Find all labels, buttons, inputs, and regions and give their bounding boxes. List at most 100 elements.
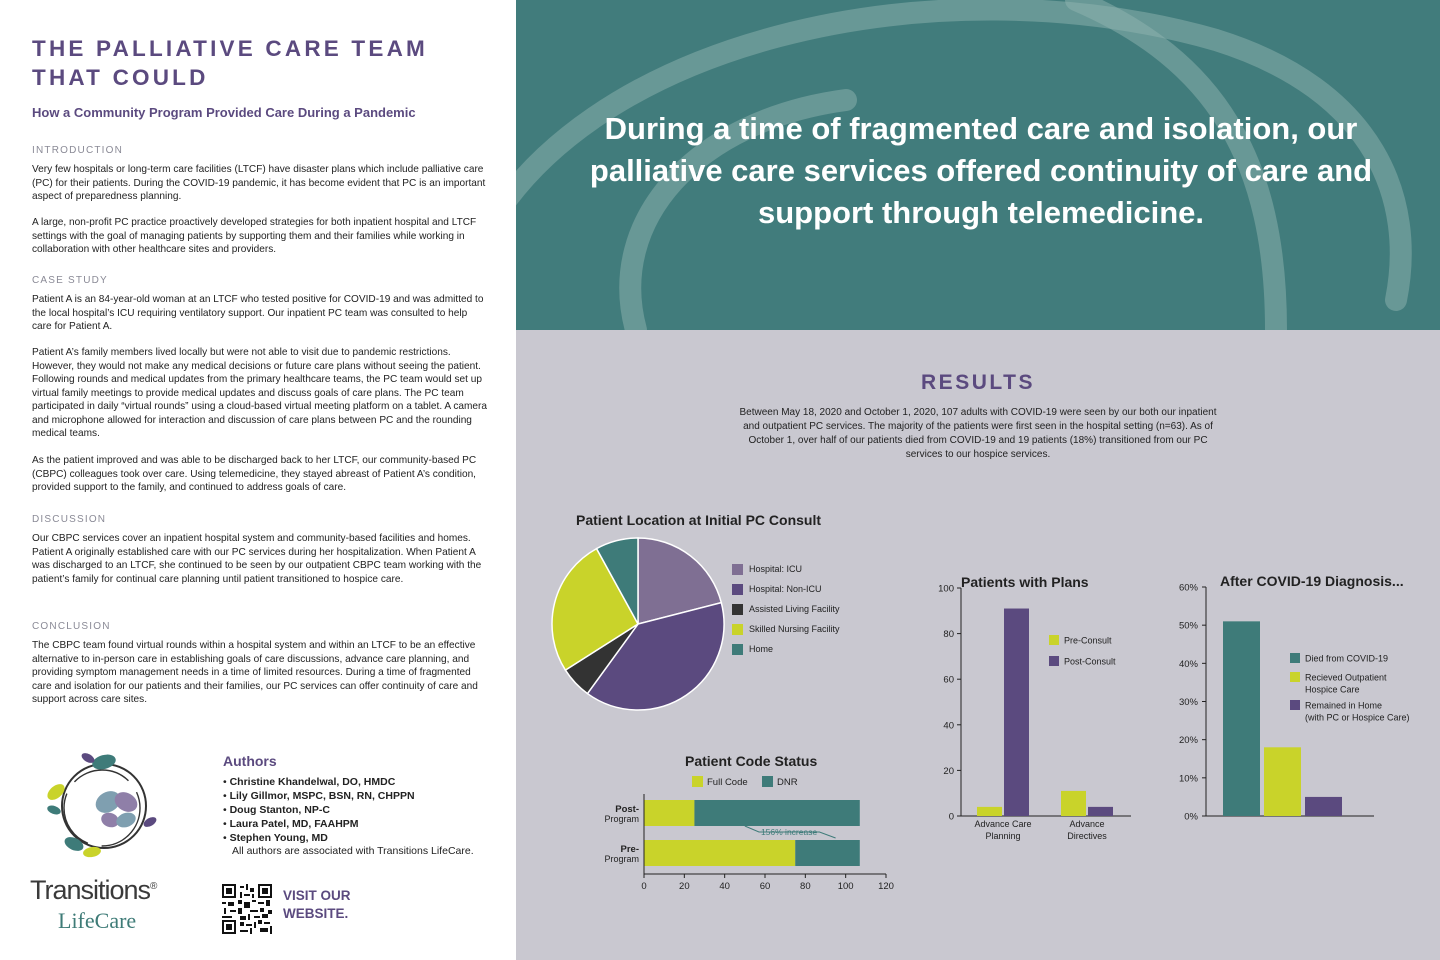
case-paragraph-3: As the patient improved and was able to …: [32, 455, 477, 493]
code-status-chart: Full Code DNRPost-ProgramPre-Program156% …: [604, 776, 894, 892]
legend-swatch: [1290, 672, 1300, 682]
legend-label: Hospice Care: [1305, 685, 1360, 695]
discussion-heading: DISCUSSION: [32, 514, 107, 525]
bar-segment: [644, 840, 796, 866]
legend-swatch: [732, 584, 743, 595]
pie-chart-legend: Hospital: ICU Hospital: Non-ICU Assisted…: [732, 564, 840, 664]
swirl-decoration: [516, 0, 1412, 330]
legend-label: Post-Consult: [1064, 657, 1116, 667]
legend-swatch: [692, 776, 703, 787]
pie-slice: [637, 537, 723, 625]
x-category-label: Advance Care: [974, 819, 1031, 829]
brand-name: Transitions®: [30, 875, 157, 905]
case-heading: CASE STUDY: [32, 275, 108, 286]
pie-slice: [551, 547, 639, 672]
x-category-label: Planning: [985, 831, 1020, 841]
legend-item: Home: [732, 644, 840, 655]
pie-chart: [551, 537, 725, 711]
pie-slice: [595, 537, 639, 625]
author-item: • Stephen Young, MD: [223, 832, 328, 844]
x-tick-label: 120: [878, 881, 894, 892]
legend-swatch: [732, 624, 743, 635]
visit-website-link[interactable]: VISIT OUR WEBSITE.: [283, 888, 351, 921]
brand-subname: LifeCare: [58, 908, 137, 933]
author-item: • Doug Stanton, NP-C: [223, 804, 330, 816]
category-label: Post-: [615, 804, 639, 815]
annotation-label: 156% increase: [761, 827, 818, 837]
discussion-paragraph: Our CBPC services cover an inpatient hos…: [32, 533, 482, 585]
author-item: • Christine Khandelwal, DO, HMDC: [223, 776, 396, 788]
pie-slice: [586, 601, 725, 711]
legend-label: Remained in Home: [1305, 701, 1382, 711]
author-item: • Laura Patel, MD, FAAHPM: [223, 818, 359, 830]
qr-code-icon[interactable]: [222, 884, 272, 934]
y-tick-label: 0%: [1184, 812, 1198, 823]
plans-chart: Patients with Plans 0 20 40 60 80 100 Advance C…: [938, 574, 1131, 841]
legend-label: Died from COVID-19: [1305, 654, 1388, 664]
results-text: Between May 18, 2020 and October 1, 2020…: [739, 407, 1217, 460]
banner-statement: During a time of fragmented care and iso…: [589, 111, 1373, 230]
after-covid-chart: After COVID-19 Diagnosis... 0% 10% 20% 30% 40…: [1179, 573, 1410, 823]
legend-item: Skilled Nursing Facility: [732, 624, 840, 635]
after-chart-title: After COVID-19 Diagnosis...: [1220, 573, 1404, 589]
y-tick-label: 80: [943, 629, 954, 640]
intro-paragraph-1: Very few hospitals or long-term care fac…: [32, 164, 486, 202]
y-tick-label: 50%: [1179, 621, 1199, 632]
legend-swatch: [1290, 653, 1300, 663]
legend-swatch: [1049, 635, 1059, 645]
bar-segment: [694, 800, 860, 826]
x-tick-label: 100: [838, 881, 854, 892]
bar: [1305, 796, 1342, 816]
legend-label: (with PC or Hospice Care): [1305, 713, 1410, 723]
plans-chart-title: Patients with Plans: [961, 574, 1089, 590]
bar: [1061, 790, 1086, 816]
y-tick-label: 40%: [1179, 659, 1199, 670]
hero-banner: During a time of fragmented care and iso…: [516, 0, 1440, 330]
legend-swatch: [732, 564, 743, 575]
bar: [1223, 621, 1260, 816]
poster-subtitle: How a Community Program Provided Care Du…: [32, 105, 416, 120]
legend-label: Full Code: [707, 777, 748, 788]
category-label: Pre-: [621, 844, 639, 855]
y-tick-label: 20%: [1179, 735, 1199, 746]
legend-swatch: [1049, 656, 1059, 666]
legend-label: Pre-Consult: [1064, 636, 1112, 646]
legend-item: Assisted Living Facility: [732, 604, 840, 615]
bar: [977, 806, 1002, 816]
y-tick-label: 100: [938, 584, 954, 595]
authors-list: • Christine Khandelwal, DO, HMDC • Lily …: [223, 775, 415, 845]
legend-swatch: [732, 644, 743, 655]
case-paragraph-1: Patient A is an 84-year-old woman at an …: [32, 294, 484, 332]
y-tick-label: 20: [943, 766, 954, 777]
y-tick-label: 40: [943, 720, 954, 731]
code-status-title: Patient Code Status: [685, 753, 818, 769]
legend-item: Hospital: Non-ICU: [732, 584, 840, 595]
legend-label: Recieved Outpatient: [1305, 673, 1387, 683]
category-label: Program: [604, 814, 639, 824]
category-label: Program: [604, 854, 639, 864]
authors-note: All authors are associated with Transiti…: [232, 845, 474, 857]
bar: [1264, 747, 1301, 816]
legend-swatch: [762, 776, 773, 787]
x-tick-label: 0: [641, 881, 646, 892]
author-item: • Lily Gillmor, MSPC, BSN, RN, CHPPN: [223, 790, 415, 802]
conclusion-heading: CONCLUSION: [32, 621, 111, 632]
left-panel: THE PALLIATIVE CARE TEAM THAT COULD How …: [0, 0, 516, 960]
legend-swatch: [1290, 700, 1300, 710]
y-tick-label: 60: [943, 675, 954, 686]
x-category-label: Directives: [1067, 831, 1107, 841]
conclusion-paragraph: The CBPC team found virtual rounds withi…: [32, 640, 478, 705]
y-tick-label: 30%: [1179, 697, 1199, 708]
y-tick-label: 10%: [1179, 773, 1199, 784]
bar: [1004, 608, 1029, 816]
x-tick-label: 20: [679, 881, 690, 892]
results-heading: RESULTS: [921, 371, 1035, 394]
bar: [1088, 806, 1113, 816]
right-panel: During a time of fragmented care and iso…: [516, 0, 1440, 960]
x-tick-label: 60: [760, 881, 771, 892]
annotation-line: [744, 825, 836, 839]
pie-chart-title: Patient Location at Initial PC Consult: [576, 512, 822, 528]
intro-heading: INTRODUCTION: [32, 145, 124, 156]
legend-item: Hospital: ICU: [732, 564, 840, 575]
transitions-logo-icon: [47, 753, 157, 858]
